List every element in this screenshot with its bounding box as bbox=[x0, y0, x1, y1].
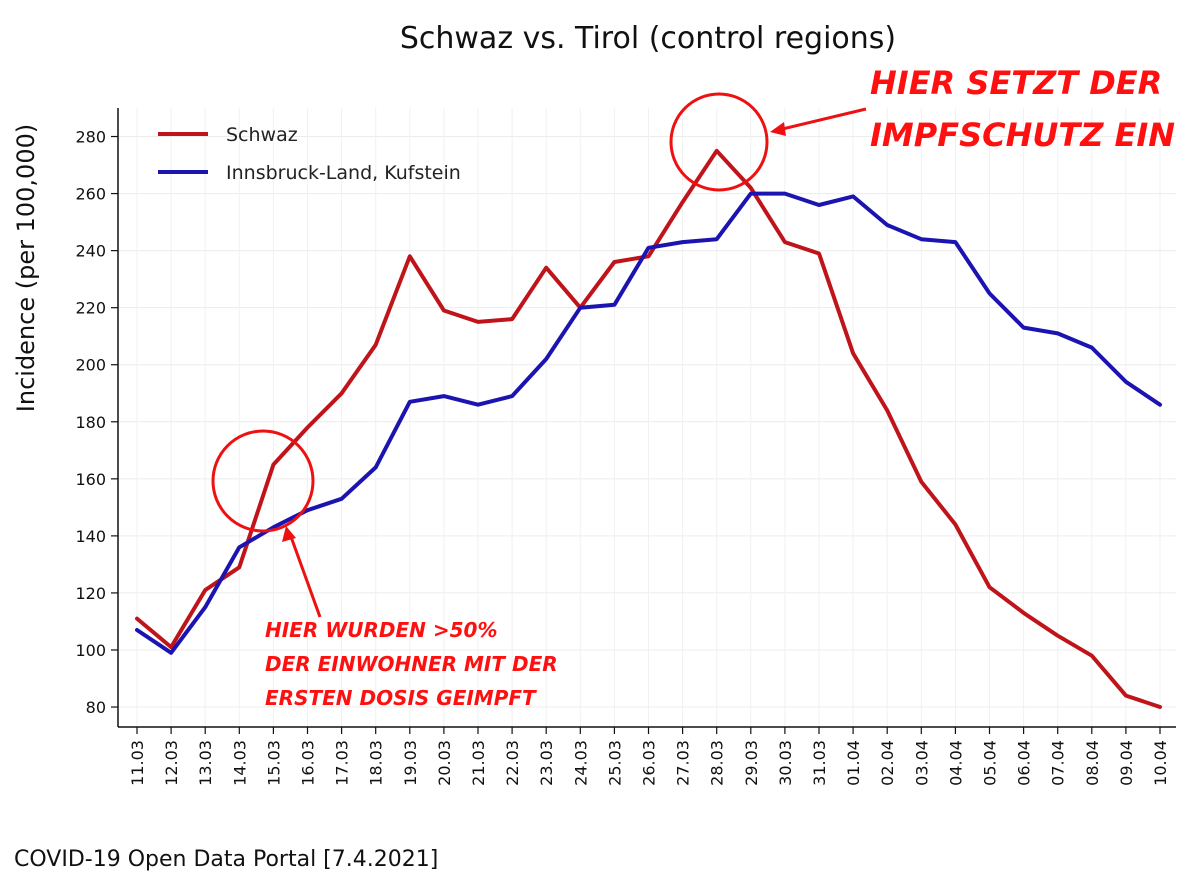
x-tick-label: 11.03 bbox=[128, 740, 147, 786]
annotation-vaccination-line-3: ERSTEN DOSIS GEIMPFT bbox=[265, 686, 537, 710]
x-tick-label: 03.04 bbox=[912, 740, 931, 786]
x-tick-label: 12.03 bbox=[162, 740, 181, 786]
annotation-vaccination-line-2: DER EINWOHNER MIT DER bbox=[265, 652, 558, 676]
annotation-arrow-vaccination bbox=[288, 533, 322, 618]
y-tick-label: 120 bbox=[75, 584, 106, 603]
y-tick-label: 280 bbox=[75, 128, 106, 147]
annotation-circle-peak bbox=[669, 92, 769, 192]
y-tick-label: 100 bbox=[75, 641, 106, 660]
annotations: HIER SETZT DER IMPFSCHUTZ EIN HIER WURDE… bbox=[211, 64, 1175, 710]
x-tick-label: 13.03 bbox=[196, 740, 215, 786]
annotation-peak-line-1: HIER SETZT DER bbox=[870, 64, 1162, 102]
x-tick-label: 16.03 bbox=[299, 740, 318, 786]
legend-label-innsbruck-kufstein: Innsbruck-Land, Kufstein bbox=[226, 162, 461, 184]
y-axis-label: Incidence (per 100,000) bbox=[12, 124, 40, 412]
series-lines bbox=[135, 148, 1162, 709]
x-ticks: 11.03 12.03 13.03 14.03 15.03 16.03 17.03 18.03… bbox=[128, 727, 1170, 786]
x-tick-label: 06.04 bbox=[1015, 740, 1034, 786]
x-tick-label: 05.04 bbox=[981, 740, 1000, 786]
x-tick-label: 09.04 bbox=[1117, 740, 1136, 786]
annotation-arrowhead-vaccination bbox=[282, 526, 296, 542]
x-tick-label: 07.04 bbox=[1049, 740, 1068, 786]
x-tick-label: 31.03 bbox=[810, 740, 829, 786]
x-tick-label: 26.03 bbox=[640, 740, 659, 786]
x-tick-label: 10.04 bbox=[1151, 740, 1170, 786]
annotation-arrow-peak bbox=[773, 107, 867, 133]
annotation-vaccination-line-1: HIER WURDEN >50% bbox=[265, 618, 498, 642]
x-tick-label: 25.03 bbox=[605, 740, 624, 786]
annotation-circle-vaccination bbox=[211, 429, 315, 533]
y-tick-label: 200 bbox=[75, 356, 106, 375]
x-tick-label: 15.03 bbox=[264, 740, 283, 786]
grid bbox=[118, 108, 1176, 727]
series-line-innsbruck-kufstein bbox=[135, 191, 1162, 655]
x-tick-label: 30.03 bbox=[776, 740, 795, 786]
y-tick-label: 260 bbox=[75, 185, 106, 204]
chart-title: Schwaz vs. Tirol (control regions) bbox=[400, 21, 896, 56]
y-tick-label: 140 bbox=[75, 527, 106, 546]
x-tick-label: 21.03 bbox=[469, 740, 488, 786]
series-line-schwaz bbox=[135, 148, 1162, 709]
y-ticks: 80 100 120 140 160 180 200 220 240 260 280 bbox=[75, 128, 118, 717]
legend: Schwaz Innsbruck-Land, Kufstein bbox=[158, 124, 461, 184]
x-tick-label: 02.04 bbox=[878, 740, 897, 786]
x-tick-label: 18.03 bbox=[367, 740, 386, 786]
x-tick-label: 08.04 bbox=[1083, 740, 1102, 786]
x-tick-label: 29.03 bbox=[742, 740, 761, 786]
y-tick-label: 80 bbox=[86, 698, 106, 717]
x-tick-label: 24.03 bbox=[571, 740, 590, 786]
x-tick-label: 17.03 bbox=[333, 740, 352, 786]
x-tick-label: 19.03 bbox=[401, 740, 420, 786]
x-tick-label: 04.04 bbox=[946, 740, 965, 786]
annotation-arrowhead-peak bbox=[770, 122, 786, 136]
x-tick-label: 20.03 bbox=[435, 740, 454, 786]
x-tick-label: 27.03 bbox=[674, 740, 693, 786]
x-tick-label: 23.03 bbox=[537, 740, 556, 786]
y-tick-label: 160 bbox=[75, 470, 106, 489]
y-tick-label: 180 bbox=[75, 413, 106, 432]
annotation-peak-line-2: IMPFSCHUTZ EIN bbox=[870, 116, 1175, 154]
x-tick-label: 22.03 bbox=[503, 740, 522, 786]
source-note: COVID-19 Open Data Portal [7.4.2021] bbox=[14, 847, 438, 872]
legend-label-schwaz: Schwaz bbox=[226, 124, 298, 146]
axes bbox=[117, 108, 1176, 728]
x-tick-label: 28.03 bbox=[708, 740, 727, 786]
x-tick-label: 14.03 bbox=[230, 740, 249, 786]
y-tick-label: 220 bbox=[75, 299, 106, 318]
x-tick-label: 01.04 bbox=[844, 740, 863, 786]
y-tick-label: 240 bbox=[75, 242, 106, 261]
